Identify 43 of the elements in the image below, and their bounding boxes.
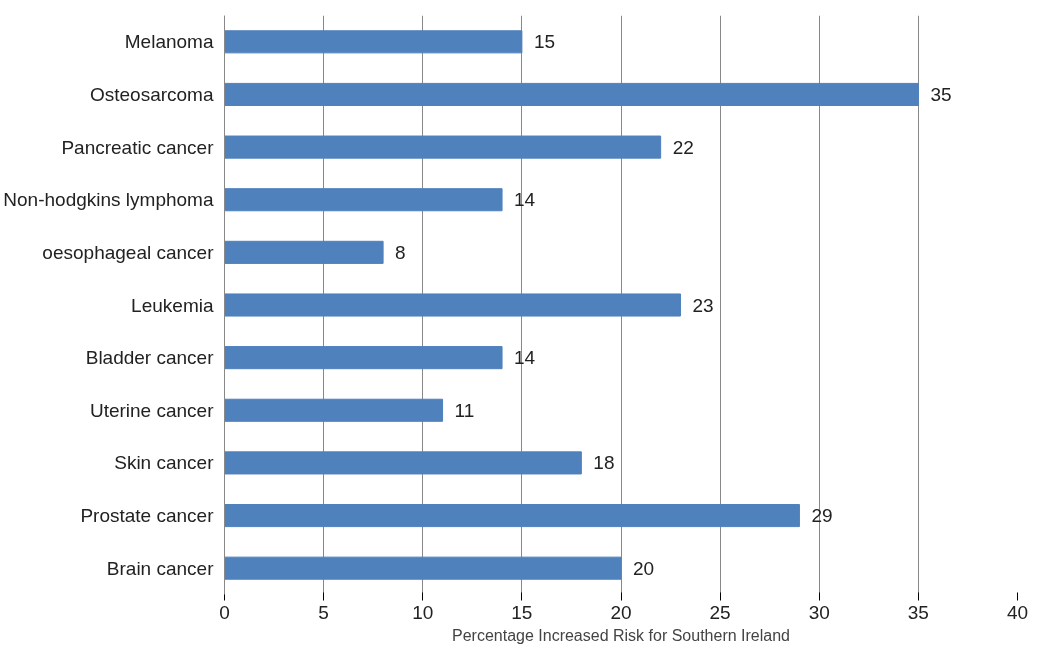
x-tick-label: 35 xyxy=(907,601,929,623)
data-label: 22 xyxy=(672,136,694,158)
y-tick-label: Brain cancer xyxy=(106,557,215,579)
data-label: 29 xyxy=(811,505,833,527)
data-label: 14 xyxy=(514,189,536,211)
x-tick-label: 10 xyxy=(412,601,434,623)
y-tick-label: Leukemia xyxy=(131,294,214,316)
bar xyxy=(224,451,582,475)
data-label: 20 xyxy=(633,557,655,579)
bar xyxy=(224,188,503,212)
y-tick-label: Prostate cancer xyxy=(80,505,215,527)
y-tick-label: Pancreatic cancer xyxy=(61,136,215,158)
y-tick-label: Non-hodgkins lymphoma xyxy=(3,189,214,211)
data-label: 18 xyxy=(593,452,615,474)
bar xyxy=(224,240,384,264)
x-tick-label: 15 xyxy=(511,601,533,623)
x-tick-label: 5 xyxy=(318,601,329,623)
x-tick-label: 0 xyxy=(219,601,230,623)
bar xyxy=(224,82,919,107)
y-tick-label: Melanoma xyxy=(124,31,214,53)
bar xyxy=(224,346,503,370)
bar xyxy=(224,398,444,422)
y-tick-label: oesophageal cancer xyxy=(42,241,215,263)
x-tick-label: 30 xyxy=(808,601,830,623)
y-tick-label: Skin cancer xyxy=(114,452,215,474)
x-tick-label: 40 xyxy=(1006,601,1029,623)
bar xyxy=(224,503,800,528)
x-tick-label: 25 xyxy=(709,601,731,623)
x-tick-label: 20 xyxy=(610,601,632,623)
bar xyxy=(224,293,681,317)
data-label: 8 xyxy=(395,241,406,263)
bar xyxy=(224,556,622,580)
y-tick-label: Uterine cancer xyxy=(89,399,215,421)
bar xyxy=(224,135,662,159)
data-label: 14 xyxy=(514,347,536,369)
data-label: 15 xyxy=(533,31,556,53)
data-label: 23 xyxy=(692,294,714,316)
data-label: 11 xyxy=(454,399,475,421)
y-tick-label: Bladder cancer xyxy=(85,347,215,369)
y-tick-label: Osteosarcoma xyxy=(89,83,214,105)
bar xyxy=(224,30,523,54)
x-axis-title: Percentage Increased Risk for Southern Ireland xyxy=(452,626,790,644)
data-label: 35 xyxy=(930,83,952,105)
